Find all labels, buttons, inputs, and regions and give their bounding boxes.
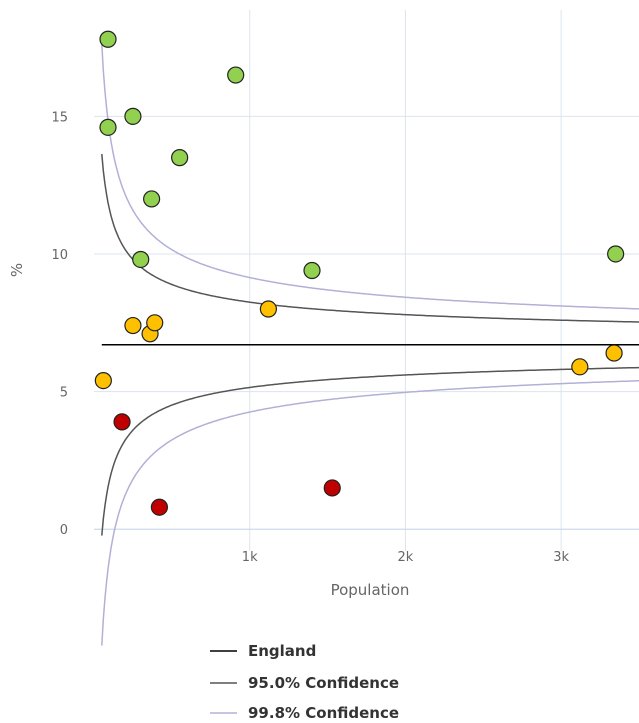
data-point-better[interactable] [132,250,150,269]
data-point-better[interactable] [124,107,142,125]
y-axis-ticks: 0 5 10 15 [51,110,68,538]
ci95-lower-line [101,366,639,536]
ci95-upper-line [101,153,639,323]
legend-label-england: England [248,642,316,660]
y-axis-title: % [8,263,26,277]
data-point-similar[interactable] [146,314,164,332]
data-point-similar[interactable] [605,344,623,362]
data-point-better[interactable] [227,66,245,84]
y-tick-label: 0 [60,523,68,538]
legend-item-england[interactable]: England [210,642,316,660]
x-tick-label: 2k [398,550,414,565]
ci998-lower-line [101,380,639,646]
data-point-better[interactable] [607,245,625,263]
data-point-similar[interactable] [259,300,277,318]
data-point-better[interactable] [99,118,117,136]
y-tick-label: 15 [51,110,68,125]
data-point-better[interactable] [171,149,189,167]
y-tick-label: 10 [51,248,68,263]
data-points [94,30,625,516]
legend-label-ci95: 95.0% Confidence [248,674,399,692]
data-point-similar[interactable] [124,316,142,335]
data-point-similar[interactable] [571,358,589,376]
grid-lines [94,10,639,551]
data-point-worse[interactable] [323,479,341,497]
data-point-worse[interactable] [150,498,168,516]
legend: England 95.0% Confidence 99.8% Confidenc… [210,642,399,722]
data-point-similar[interactable] [94,371,112,390]
ci998-upper-line [101,44,639,310]
y-tick-label: 5 [60,386,68,401]
x-axis-ticks: 1k 2k 3k [242,550,570,565]
legend-label-ci998: 99.8% Confidence [248,704,399,722]
x-tick-label: 1k [242,550,258,565]
legend-item-ci95[interactable]: 95.0% Confidence [210,674,399,692]
confidence-lines [101,44,639,646]
x-axis-title: Population [331,581,410,599]
legend-item-ci998[interactable]: 99.8% Confidence [210,704,399,722]
data-point-better[interactable] [143,190,161,208]
data-point-better[interactable] [303,261,321,280]
data-point-better[interactable] [99,30,117,48]
data-point-worse[interactable] [113,413,131,431]
x-tick-label: 3k [553,550,569,565]
